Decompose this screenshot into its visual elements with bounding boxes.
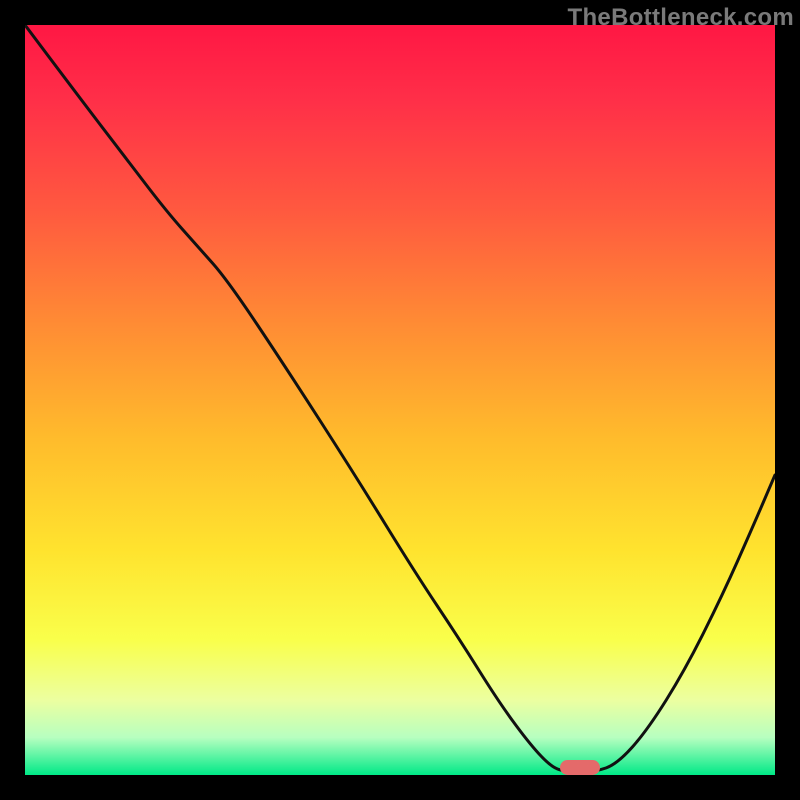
watermark-label: TheBottleneck.com bbox=[568, 4, 794, 32]
chart-root: TheBottleneck.com bbox=[0, 0, 800, 800]
bottleneck-curve bbox=[25, 25, 775, 775]
plot-area bbox=[25, 25, 775, 775]
optimal-marker bbox=[560, 760, 600, 776]
